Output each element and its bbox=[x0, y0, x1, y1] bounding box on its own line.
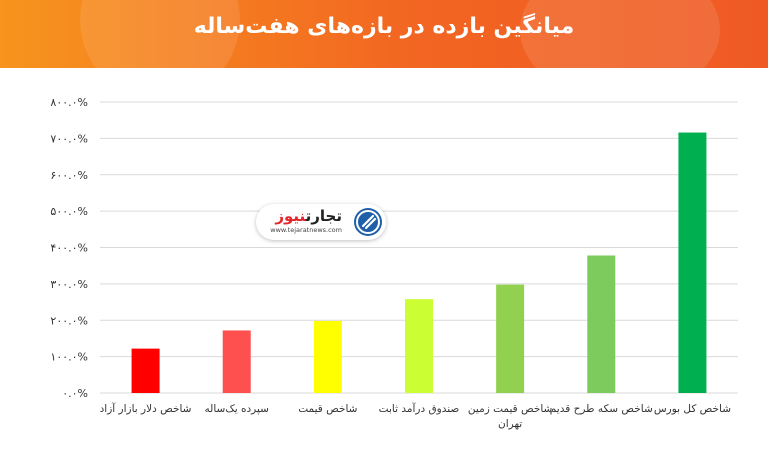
bar bbox=[678, 132, 707, 393]
bar bbox=[587, 255, 616, 393]
header-decoration bbox=[520, 0, 720, 68]
y-tick-label: ۷۰۰.۰% bbox=[50, 132, 88, 145]
y-tick-label: ۶۰۰.۰% bbox=[50, 169, 88, 182]
bar bbox=[496, 284, 525, 393]
x-tick-label: شاخص دلار بازار آزاد bbox=[100, 402, 192, 415]
bar bbox=[131, 348, 160, 393]
x-tick-label: صندوق درآمد ثابت bbox=[379, 402, 460, 415]
bar bbox=[313, 320, 342, 393]
y-axis-ticks: ۰.۰% ۱۰۰.۰% ۲۰۰.۰% ۳۰۰.۰% ۴۰۰.۰% ۵۰۰.۰% ۶۰۰.۰%… bbox=[50, 96, 88, 400]
watermark-brand-part2: نیوز bbox=[275, 207, 306, 225]
x-axis-labels: شاخص دلار بازار آزاد سپرده یک‌ساله شاخص قی… bbox=[100, 402, 731, 430]
y-tick-label: ۵۰۰.۰% bbox=[50, 205, 88, 218]
watermark-brand: تجارتنیوز bbox=[275, 207, 342, 225]
y-tick-label: ۳۰۰.۰% bbox=[50, 278, 88, 291]
y-tick-label: ۴۰۰.۰% bbox=[50, 242, 88, 255]
watermark-logo: تجارتنیوز www.tejaratnews.com bbox=[256, 204, 386, 240]
y-tick-label: ۰.۰% bbox=[62, 387, 88, 400]
tejaratnews-logo-icon bbox=[354, 208, 382, 236]
watermark-url: www.tejaratnews.com bbox=[270, 226, 342, 234]
x-tick-label: شاخص سکه طرح قدیم bbox=[550, 403, 653, 415]
bar bbox=[405, 299, 433, 393]
x-tick-label: شاخص قیمت bbox=[298, 403, 357, 415]
chart-header: میانگین بازده در بازه‌های هفت‌ساله bbox=[0, 0, 768, 68]
chart-title: میانگین بازده در بازه‌های هفت‌ساله bbox=[193, 14, 575, 39]
y-tick-label: ۸۰۰.۰% bbox=[50, 96, 88, 109]
x-tick-label: شاخص قیمت زمین تهران bbox=[468, 403, 552, 430]
x-tick-label: شاخص کل بورس bbox=[654, 403, 731, 415]
bars bbox=[131, 132, 707, 393]
bar bbox=[222, 330, 251, 393]
header-decoration bbox=[80, 0, 240, 68]
y-tick-label: ۱۰۰.۰% bbox=[50, 351, 88, 364]
x-tick-label: سپرده یک‌ساله bbox=[205, 403, 269, 415]
y-tick-label: ۲۰۰.۰% bbox=[50, 314, 88, 327]
watermark-brand-part1: تجارت bbox=[305, 207, 342, 225]
